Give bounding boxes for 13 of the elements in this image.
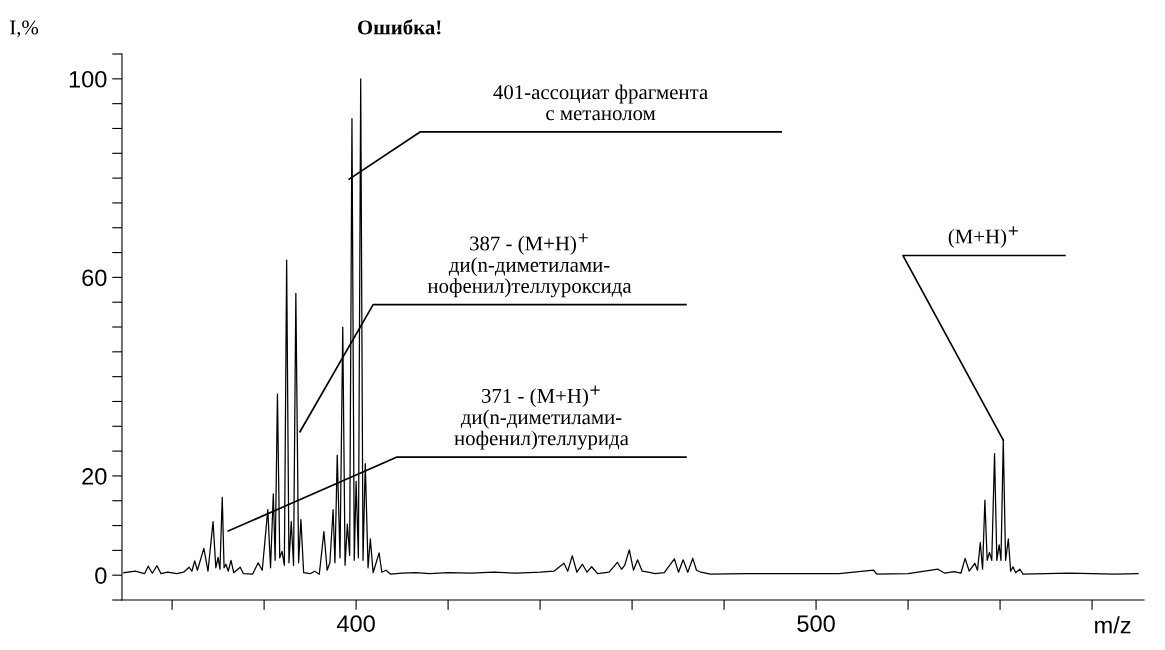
y-tick-label: 60 bbox=[82, 269, 107, 287]
x-tick-label: 500 bbox=[797, 615, 835, 632]
x-axis-title: m/z bbox=[1095, 616, 1131, 634]
annotation: (M+H)$^{+}$ bbox=[948, 226, 1018, 248]
annotation: 371 - (M+H)$^{+}$ ди(n-диметилами- нофенил)теллурида bbox=[454, 385, 629, 450]
chart-title: Ошибка! bbox=[357, 19, 441, 35]
y-axis-title: I,% bbox=[10, 20, 39, 38]
annotation: 387 - (M+H)$^{+}$ ди(n-диметилами- нофенил)теллуроксида bbox=[427, 233, 632, 298]
annotation: 401-ассоциат фрагмента с метанолом bbox=[493, 84, 708, 121]
y-tick-label: 0 bbox=[95, 567, 107, 584]
y-tick-label: 20 bbox=[82, 467, 107, 485]
x-tick-label: 400 bbox=[336, 615, 375, 632]
y-tick-label: 100 bbox=[69, 70, 107, 88]
